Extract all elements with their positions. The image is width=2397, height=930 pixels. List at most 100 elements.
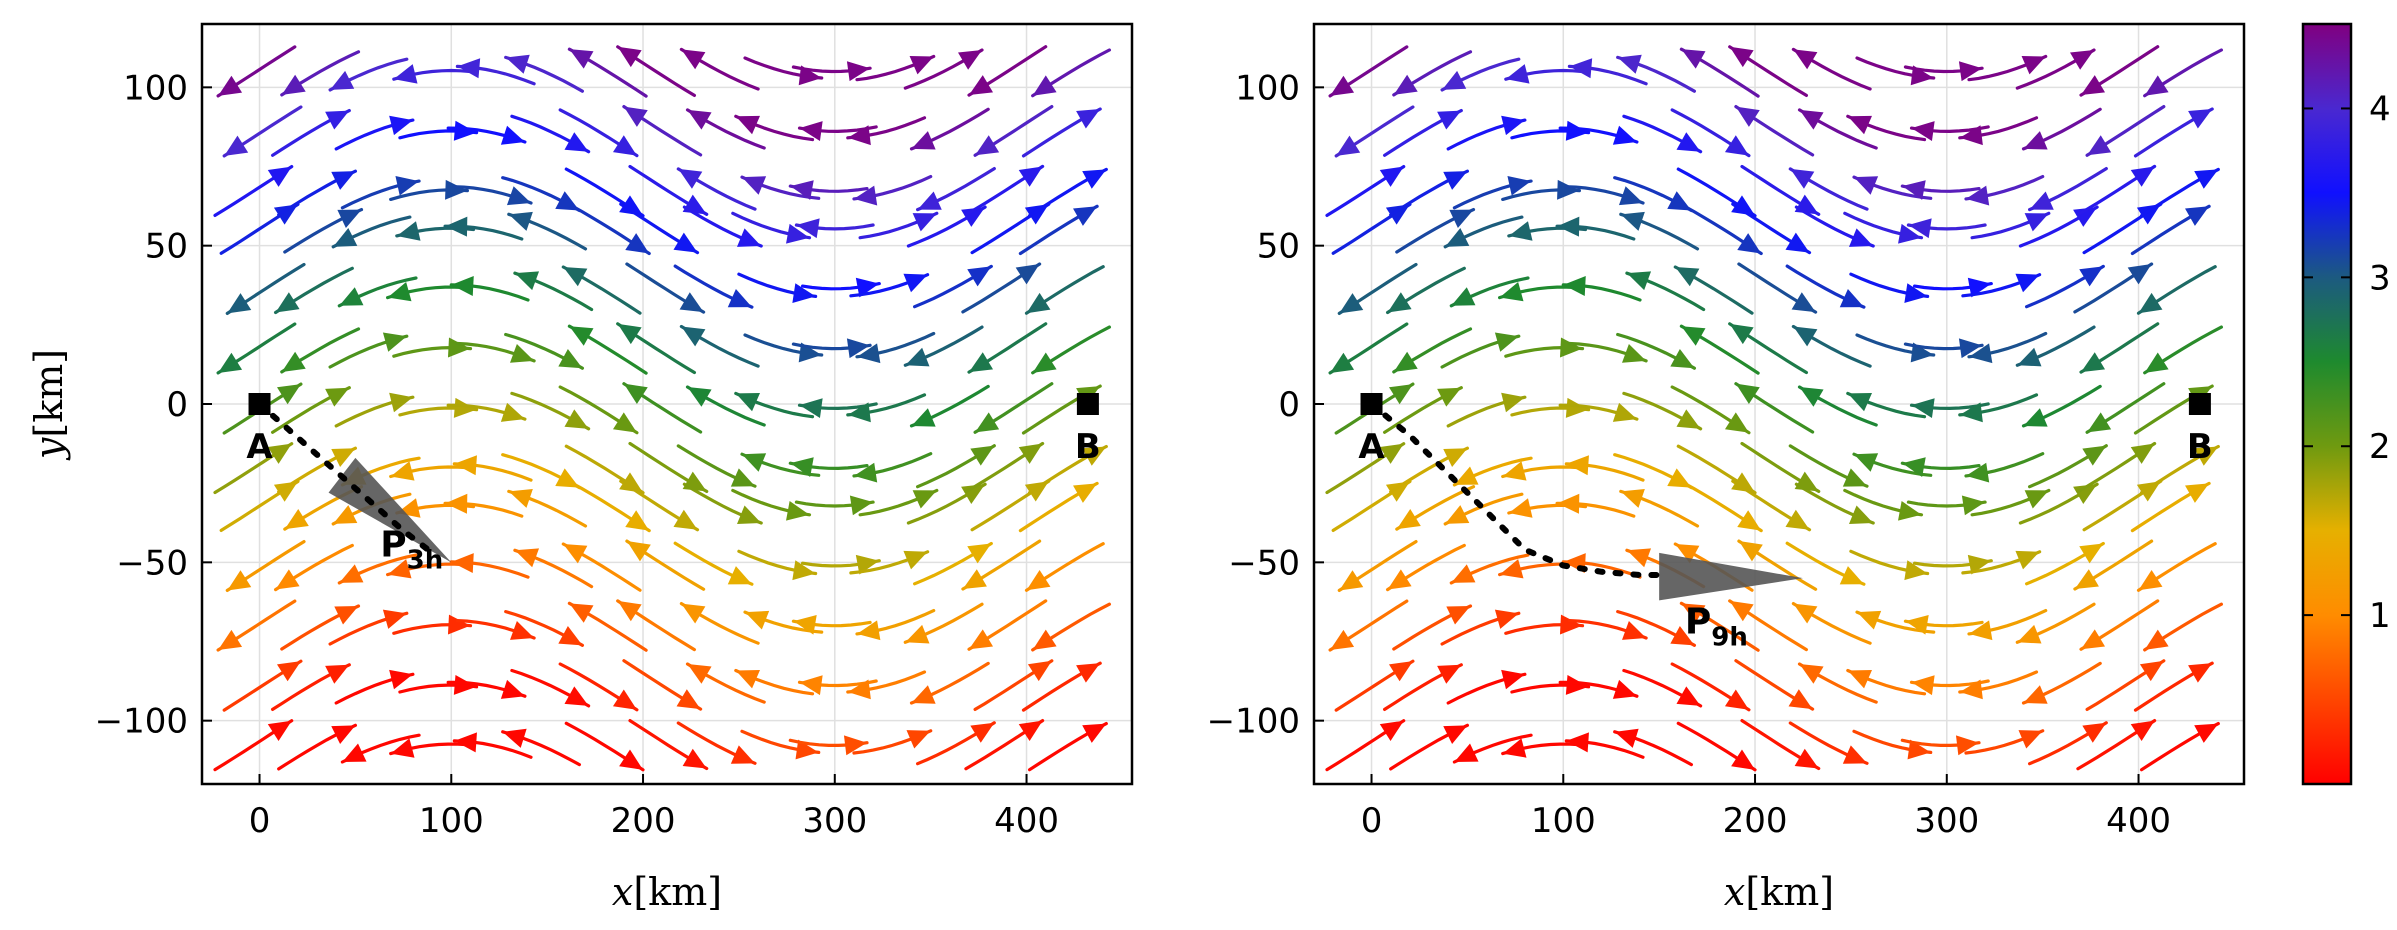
field-arrowhead (727, 566, 752, 585)
field-arrowhead (917, 191, 942, 210)
field-arrowhead (1443, 448, 1468, 467)
right-vector-field (1325, 45, 2223, 772)
field-arrowhead (727, 289, 752, 308)
field-arrowhead (569, 603, 594, 623)
field-arrowhead (1393, 74, 1418, 95)
field-arrowhead (1612, 679, 1637, 699)
x-tick-label: 100 (1531, 801, 1596, 841)
marker-label-B: B (2187, 427, 2213, 467)
field-arrowhead (843, 735, 867, 756)
field-arrowhead (2087, 412, 2112, 433)
field-arrowhead (2136, 481, 2161, 502)
field-arrowhead (564, 409, 589, 429)
field-arrowhead (1675, 266, 1700, 287)
field-arrowhead (625, 510, 650, 531)
field-arrowhead (793, 614, 817, 635)
field-arrowhead (337, 209, 362, 229)
position-main: P (1685, 601, 1711, 642)
field-arrowhead (510, 621, 535, 640)
field-arrowhead (625, 233, 650, 254)
field-arrowhead (500, 125, 525, 145)
field-arrowhead (1505, 64, 1530, 84)
field-arrowhead (454, 732, 477, 753)
field-arrowhead (1082, 446, 1107, 466)
field-arrowhead (2185, 483, 2210, 503)
field-arrowhead (1907, 739, 1931, 760)
left-y-var: y (27, 437, 71, 461)
field-arrowhead (1853, 453, 1879, 472)
field-arrowhead (2144, 629, 2169, 650)
field-arrowhead (2127, 263, 2152, 285)
marker-label-B: B (1075, 427, 1101, 467)
field-arrowhead (1667, 468, 1692, 488)
x-tick-label: 400 (994, 801, 1059, 841)
marker-label-A: A (246, 427, 273, 467)
field-arrowhead (799, 398, 823, 419)
field-arrowhead (1902, 180, 1926, 200)
position-sub: 9h (1711, 622, 1748, 652)
field-arrowhead (2023, 131, 2048, 150)
field-arrowhead (676, 689, 701, 710)
field-arrowhead (1437, 110, 1462, 130)
field-arrowhead (1785, 509, 1810, 530)
field-arrowhead (1385, 204, 1410, 225)
field-arrowhead (1908, 218, 1932, 239)
field-arrowhead (514, 271, 540, 291)
field-arrowhead (390, 738, 415, 758)
field-arrowhead (617, 600, 642, 622)
field-arrowhead (1330, 629, 1355, 651)
field-arrowhead (1446, 606, 1471, 625)
field-arrowhead (612, 689, 637, 710)
field-arrowhead (1032, 75, 1057, 96)
field-arrowhead (569, 49, 594, 69)
field-arrowhead (958, 50, 983, 70)
field-arrowhead (1965, 185, 1990, 206)
field-arrowhead (792, 560, 816, 581)
field-arrowhead (1676, 686, 1701, 706)
field-arrowhead (2021, 56, 2046, 75)
field-arrowhead (281, 351, 306, 372)
field-arrowhead (1790, 168, 1815, 189)
field-arrowhead (1849, 228, 1874, 247)
field-arrowhead (1791, 292, 1816, 313)
field-arrowhead (1026, 569, 1051, 591)
field-arrowhead (1898, 223, 1922, 244)
colorbar: 1 2 3 4 (2301, 22, 2391, 786)
field-arrowhead (796, 218, 820, 239)
field-arrowhead (447, 337, 471, 358)
field-arrowhead (1024, 481, 1049, 502)
field-arrowhead (849, 495, 874, 516)
field-arrowhead (1502, 461, 1527, 481)
field-arrowhead (799, 675, 823, 696)
field-arrowhead (967, 266, 992, 287)
field-arrowhead (1379, 166, 1404, 187)
marker-B (2188, 393, 2211, 415)
field-arrowhead (673, 232, 698, 253)
field-arrowhead (1911, 121, 1935, 141)
field-arrowhead (2070, 50, 2095, 70)
field-arrowhead (847, 125, 871, 146)
field-arrowhead (1676, 132, 1701, 152)
y-tick-label: 50 (145, 227, 188, 267)
field-arrowhead (1675, 544, 1700, 564)
field-arrowhead (273, 204, 298, 225)
field-arrowhead (681, 603, 706, 624)
field-arrowhead (342, 743, 367, 762)
field-arrowhead (795, 739, 819, 760)
field-arrowhead (1018, 166, 1043, 187)
field-arrowhead (505, 54, 530, 74)
field-arrowhead (564, 132, 589, 152)
field-arrowhead (857, 620, 881, 641)
x-tick-label: 200 (611, 801, 676, 841)
field-arrowhead (1388, 661, 1413, 682)
field-arrowhead (1842, 745, 1868, 764)
field-arrowhead (1905, 614, 1929, 635)
field-arrowhead (1032, 629, 1057, 650)
field-arrowhead (2185, 206, 2210, 226)
field-arrowhead (1569, 58, 1593, 79)
field-arrowhead (267, 443, 292, 464)
field-arrowhead (508, 488, 533, 508)
right-x-axis-label: x[km] (1724, 870, 1834, 914)
field-arrowhead (2018, 730, 2043, 749)
field-arrowhead (1847, 115, 1873, 135)
